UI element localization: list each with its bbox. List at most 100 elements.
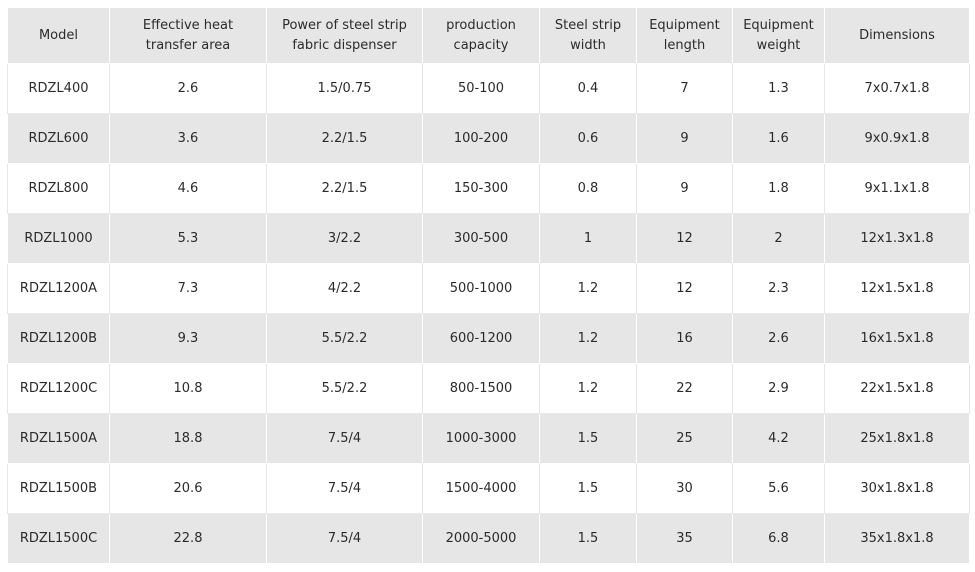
cell-model: RDZL1500C [7, 513, 110, 564]
cell-equipment-length: 35 [636, 513, 733, 564]
cell-model: RDZL1200C [7, 363, 110, 414]
cell-equipment-length: 9 [636, 113, 733, 164]
cell-equipment-length: 25 [636, 413, 733, 464]
cell-dimensions: 7x0.7x1.8 [824, 63, 970, 114]
cell-equipment-weight: 1.8 [732, 163, 825, 214]
cell-model: RDZL1200B [7, 313, 110, 364]
cell-dimensions: 35x1.8x1.8 [824, 513, 970, 564]
cell-dispenser-power: 7.5/4 [266, 463, 423, 514]
cell-dimensions: 22x1.5x1.8 [824, 363, 970, 414]
cell-equipment-weight: 2.6 [732, 313, 825, 364]
header-equipment-weight: Equipment weight [732, 7, 825, 64]
header-heat-transfer-area: Effective heat transfer area [109, 7, 267, 64]
cell-dispenser-power: 1.5/0.75 [266, 63, 423, 114]
cell-dimensions: 25x1.8x1.8 [824, 413, 970, 464]
header-equipment-length: Equipment length [636, 7, 733, 64]
table-row: RDZL1200A 7.3 4/2.2 500-1000 1.2 12 2.3 12x1.5x… [7, 263, 970, 314]
cell-production-capacity: 500-1000 [422, 263, 540, 314]
header-model: Model [7, 7, 110, 64]
cell-heat-transfer-area: 9.3 [109, 313, 267, 364]
cell-strip-width: 1.2 [539, 313, 637, 364]
table-header-row: Model Effective heat transfer area Power… [7, 7, 970, 64]
cell-production-capacity: 1500-4000 [422, 463, 540, 514]
cell-dispenser-power: 2.2/1.5 [266, 163, 423, 214]
cell-dimensions: 9x0.9x1.8 [824, 113, 970, 164]
cell-equipment-length: 9 [636, 163, 733, 214]
cell-equipment-weight: 1.6 [732, 113, 825, 164]
cell-strip-width: 0.4 [539, 63, 637, 114]
header-production-capacity: production capacity [422, 7, 540, 64]
cell-equipment-weight: 1.3 [732, 63, 825, 114]
cell-production-capacity: 50-100 [422, 63, 540, 114]
cell-dimensions: 12x1.5x1.8 [824, 263, 970, 314]
cell-strip-width: 1.2 [539, 263, 637, 314]
cell-dispenser-power: 3/2.2 [266, 213, 423, 264]
table-row: RDZL1200B 9.3 5.5/2.2 600-1200 1.2 16 2.6 16x1.… [7, 313, 970, 364]
cell-strip-width: 1.5 [539, 463, 637, 514]
cell-equipment-weight: 2.3 [732, 263, 825, 314]
cell-heat-transfer-area: 20.6 [109, 463, 267, 514]
table-row: RDZL1000 5.3 3/2.2 300-500 1 12 2 12x1.3x1.8 [7, 213, 970, 264]
cell-model: RDZL1500B [7, 463, 110, 514]
table-row: RDZL1200C 10.8 5.5/2.2 800-1500 1.2 22 2.9 22x1… [7, 363, 970, 414]
cell-strip-width: 1.5 [539, 413, 637, 464]
cell-model: RDZL400 [7, 63, 110, 114]
cell-production-capacity: 1000-3000 [422, 413, 540, 464]
cell-dispenser-power: 7.5/4 [266, 413, 423, 464]
cell-strip-width: 1.5 [539, 513, 637, 564]
cell-equipment-length: 30 [636, 463, 733, 514]
cell-production-capacity: 800-1500 [422, 363, 540, 414]
cell-heat-transfer-area: 5.3 [109, 213, 267, 264]
cell-dispenser-power: 7.5/4 [266, 513, 423, 564]
cell-equipment-weight: 2.9 [732, 363, 825, 414]
table-row: RDZL1500C 22.8 7.5/4 2000-5000 1.5 35 6.8 35x1.… [7, 513, 970, 564]
cell-strip-width: 0.8 [539, 163, 637, 214]
spec-table-container: Model Effective heat transfer area Power… [7, 7, 970, 564]
cell-equipment-length: 16 [636, 313, 733, 364]
cell-heat-transfer-area: 10.8 [109, 363, 267, 414]
cell-production-capacity: 100-200 [422, 113, 540, 164]
cell-strip-width: 0.6 [539, 113, 637, 164]
cell-equipment-length: 12 [636, 263, 733, 314]
cell-dispenser-power: 5.5/2.2 [266, 313, 423, 364]
cell-equipment-weight: 2 [732, 213, 825, 264]
table-row: RDZL600 3.6 2.2/1.5 100-200 0.6 9 1.6 9x0.9x1.8 [7, 113, 970, 164]
cell-equipment-weight: 6.8 [732, 513, 825, 564]
cell-heat-transfer-area: 7.3 [109, 263, 267, 314]
cell-model: RDZL1500A [7, 413, 110, 464]
cell-production-capacity: 300-500 [422, 213, 540, 264]
cell-heat-transfer-area: 4.6 [109, 163, 267, 214]
table-row: RDZL400 2.6 1.5/0.75 50-100 0.4 7 1.3 7x0.7x1.8 [7, 63, 970, 114]
equipment-spec-table: Model Effective heat transfer area Power… [7, 7, 970, 564]
cell-model: RDZL1000 [7, 213, 110, 264]
cell-dispenser-power: 2.2/1.5 [266, 113, 423, 164]
cell-model: RDZL1200A [7, 263, 110, 314]
header-dimensions: Dimensions [824, 7, 970, 64]
cell-dispenser-power: 5.5/2.2 [266, 363, 423, 414]
cell-dimensions: 30x1.8x1.8 [824, 463, 970, 514]
cell-strip-width: 1.2 [539, 363, 637, 414]
cell-strip-width: 1 [539, 213, 637, 264]
cell-equipment-length: 22 [636, 363, 733, 414]
cell-dimensions: 12x1.3x1.8 [824, 213, 970, 264]
cell-heat-transfer-area: 22.8 [109, 513, 267, 564]
cell-dispenser-power: 4/2.2 [266, 263, 423, 314]
cell-heat-transfer-area: 3.6 [109, 113, 267, 164]
cell-production-capacity: 2000-5000 [422, 513, 540, 564]
header-strip-width: Steel strip width [539, 7, 637, 64]
cell-heat-transfer-area: 18.8 [109, 413, 267, 464]
cell-production-capacity: 600-1200 [422, 313, 540, 364]
cell-dimensions: 9x1.1x1.8 [824, 163, 970, 214]
cell-model: RDZL800 [7, 163, 110, 214]
table-row: RDZL1500A 18.8 7.5/4 1000-3000 1.5 25 4.2 25x1.… [7, 413, 970, 464]
cell-heat-transfer-area: 2.6 [109, 63, 267, 114]
cell-model: RDZL600 [7, 113, 110, 164]
table-body: RDZL400 2.6 1.5/0.75 50-100 0.4 7 1.3 7x0.7x1.8… [7, 63, 970, 564]
cell-equipment-weight: 5.6 [732, 463, 825, 514]
cell-equipment-length: 12 [636, 213, 733, 264]
cell-dimensions: 16x1.5x1.8 [824, 313, 970, 364]
header-dispenser-power: Power of steel strip fabric dispenser [266, 7, 423, 64]
cell-equipment-weight: 4.2 [732, 413, 825, 464]
table-row: RDZL800 4.6 2.2/1.5 150-300 0.8 9 1.8 9x1.1x1.8 [7, 163, 970, 214]
cell-production-capacity: 150-300 [422, 163, 540, 214]
